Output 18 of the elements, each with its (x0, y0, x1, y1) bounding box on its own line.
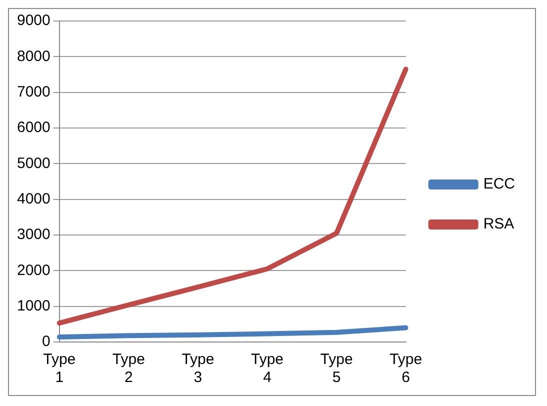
x-tick-label: Type 4 (250, 351, 284, 386)
x-tick-label: Type 6 (390, 351, 422, 386)
y-tick-label: 3000 (16, 226, 50, 244)
y-tick-label: 0 (42, 333, 50, 350)
y-tick-label: 8000 (16, 48, 50, 65)
x-tick-label: Type 1 (43, 351, 76, 386)
y-tick-label: 1000 (16, 297, 50, 314)
y-tick-label: 4000 (16, 190, 50, 208)
legend-label: ECC (483, 176, 516, 193)
y-tick-label: 2000 (16, 262, 50, 279)
x-tick-label: Type 2 (112, 351, 145, 386)
x-tick-label: Type 5 (320, 351, 353, 386)
legend-label: RSA (483, 216, 514, 233)
x-tick-label: Type 3 (182, 351, 214, 386)
y-tick-label: 7000 (16, 83, 50, 100)
y-tick-label: 6000 (16, 119, 50, 136)
y-tick-label: 5000 (16, 154, 50, 172)
y-tick-label: 9000 (16, 12, 50, 30)
